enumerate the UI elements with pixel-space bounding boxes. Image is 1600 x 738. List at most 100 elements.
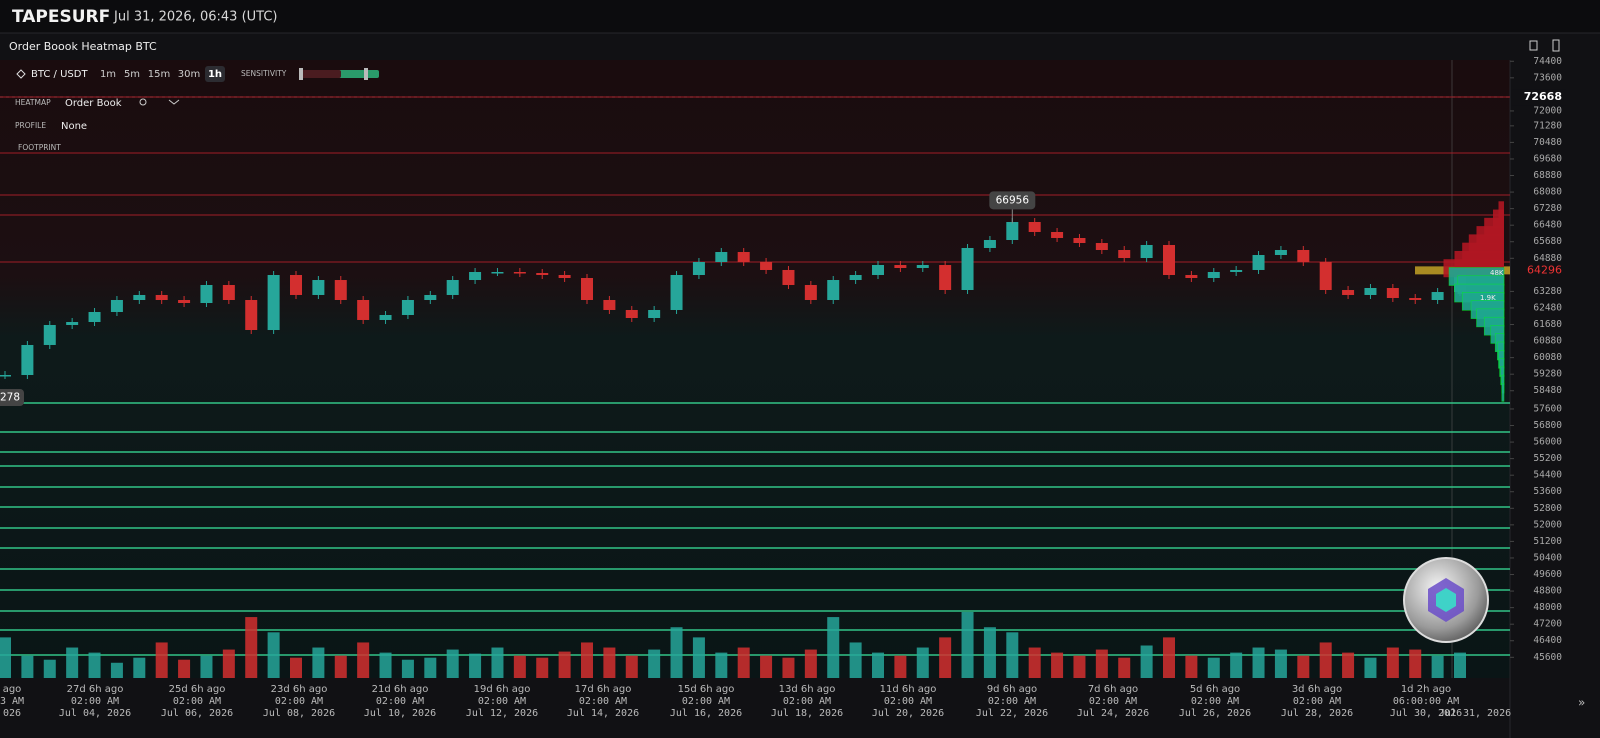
volume-bar (357, 642, 370, 678)
volume-bar (760, 655, 773, 678)
volume-bar (1095, 649, 1108, 678)
candle (178, 299, 191, 303)
candle (110, 299, 123, 313)
sensitivity-label: SENSITIVITY (241, 69, 287, 78)
candle (670, 274, 683, 310)
x-label-relative: 23d 6h ago (271, 684, 328, 695)
y-tick-label: 52000 (1533, 519, 1562, 530)
candle (939, 265, 952, 291)
timeframe-button[interactable]: 1h (208, 69, 222, 80)
heatmap-select[interactable]: Order Book (65, 98, 122, 109)
volume-bar (200, 655, 213, 678)
y-tick-label: 47200 (1533, 619, 1562, 630)
footprint-toggle[interactable]: FOOTPRINT (18, 143, 61, 152)
timeframe-button[interactable]: 1m (100, 69, 116, 80)
candle (1051, 231, 1064, 238)
volume-bar (446, 649, 459, 678)
x-label-relative: 9d 6h ago (987, 684, 1037, 695)
high-annotation-bg (989, 191, 1036, 210)
x-label-time: 02:00 AM (884, 696, 932, 707)
volume-bar (1252, 647, 1265, 678)
candle (446, 280, 459, 295)
x-label-time: 02:00 AM (173, 696, 221, 707)
timeframe-button[interactable]: 30m (178, 69, 200, 80)
logo[interactable]: TAPESURF (12, 7, 110, 27)
plot: 74400 73600 72000 71280 70480 69680 68880 68080… (0, 56, 1566, 719)
candle (491, 271, 504, 274)
symbol[interactable]: BTC / USDT (31, 69, 88, 80)
candle (804, 284, 817, 300)
x-label-relative: 21d 6h ago (372, 684, 429, 695)
volume-bar (804, 649, 817, 678)
candle (1207, 271, 1220, 278)
y-tick-label: 69680 (1533, 153, 1562, 164)
candle (222, 284, 235, 300)
x-label-date: Jul 24, 2026 (1077, 708, 1149, 719)
candle (290, 274, 302, 295)
chevron[interactable] (168, 99, 180, 105)
candle (603, 299, 616, 310)
x-label-time: 3 AM (0, 696, 24, 707)
volume-bar (267, 632, 280, 678)
y-tick-label: 55200 (1533, 453, 1562, 464)
y-tick-label: 65680 (1533, 236, 1562, 247)
volume-bar (737, 647, 750, 678)
x-label-relative: 19d 6h ago (474, 684, 531, 695)
window-button[interactable] (1552, 39, 1560, 52)
volume-bar (1118, 657, 1131, 678)
candle (1409, 297, 1422, 300)
last-price: 64296 (1527, 263, 1562, 276)
y-tick-label: 60880 (1533, 336, 1562, 347)
profile-label: PROFILE (15, 121, 46, 130)
candle (1073, 237, 1086, 244)
volume-bar (1185, 655, 1198, 678)
candle (88, 312, 101, 322)
candle (1140, 244, 1153, 259)
x-label-time: 02:00 AM (579, 696, 627, 707)
y-tick-label: 49600 (1533, 569, 1562, 580)
window-button[interactable] (1529, 40, 1538, 51)
visibility-icon[interactable] (139, 98, 147, 106)
volume-bar (0, 637, 11, 678)
candle (1230, 269, 1243, 272)
y-tick-label: 45600 (1533, 652, 1562, 663)
candle (1252, 255, 1265, 270)
candle (581, 278, 593, 300)
profile-bar (1501, 383, 1505, 402)
candle (200, 284, 213, 303)
y-tick-label: 57600 (1533, 403, 1562, 414)
y-tick-label: 73600 (1533, 72, 1562, 83)
profile-select[interactable]: None (61, 121, 87, 132)
volume-bar (782, 657, 795, 678)
coin-logo (1403, 557, 1489, 643)
y-tick-label: 59280 (1533, 369, 1562, 380)
volume-bar (1207, 657, 1220, 678)
x-label-time: 06:00:00 AM (1393, 696, 1459, 707)
slider-handle[interactable] (364, 68, 368, 80)
high-annotation: 66956 (996, 194, 1030, 206)
x-label-date: Jul 06, 2026 (161, 708, 233, 719)
volume-bar (1073, 655, 1086, 678)
volume-bar (1342, 652, 1355, 678)
y-tick-label: 46400 (1533, 635, 1562, 646)
volume-bar (983, 627, 996, 678)
volume-bar (88, 652, 101, 678)
candle (424, 294, 437, 300)
volume-bar (894, 655, 907, 678)
x-label-time: 02:00 AM (682, 696, 730, 707)
volume-bar (670, 627, 683, 678)
timeframe-button[interactable]: 5m (124, 69, 140, 80)
timeframe-button[interactable]: 15m (148, 69, 170, 80)
x-label-time: 02:00 AM (1293, 696, 1341, 707)
y-tick-label: 71280 (1533, 120, 1562, 131)
x-label-date: 026 (3, 708, 21, 719)
candle (43, 324, 56, 345)
y-tick-label: 74400 (1533, 56, 1562, 67)
scroll-button[interactable]: » (1578, 696, 1585, 710)
panel-title: Order Boook Heatmap BTC (9, 40, 157, 53)
candle (1118, 249, 1131, 259)
y-tick-label: 63280 (1533, 286, 1562, 297)
y-tick-label: 62480 (1533, 302, 1562, 313)
slider-handle[interactable] (299, 68, 303, 80)
volume-bar (133, 657, 146, 678)
